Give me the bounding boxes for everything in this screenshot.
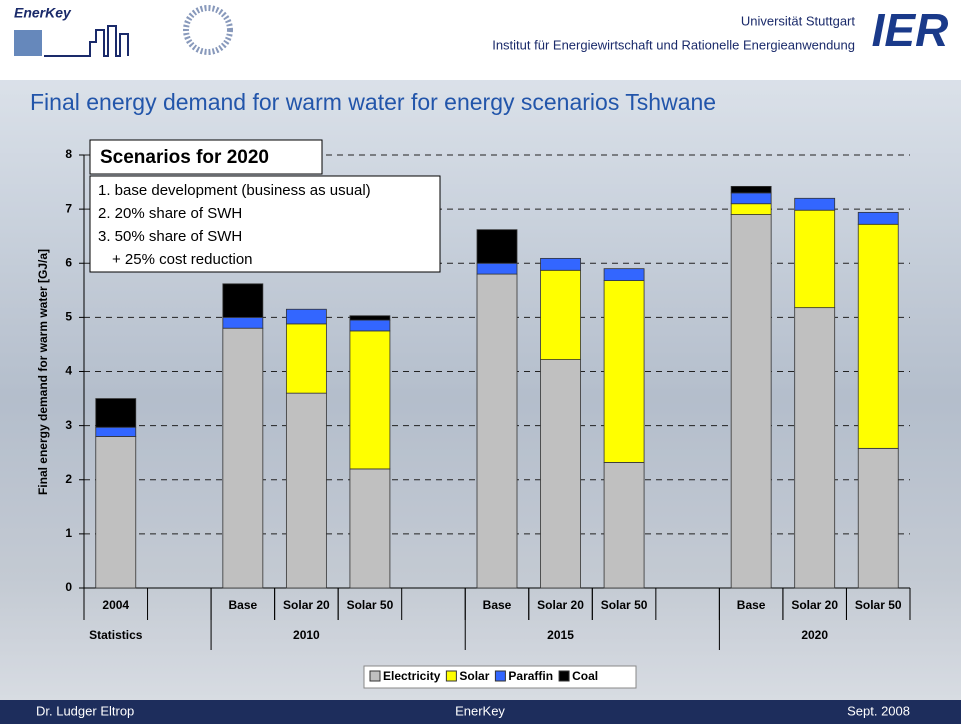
y-tick-label: 5	[65, 310, 72, 324]
bar-segment	[540, 359, 581, 589]
y-tick-label: 4	[65, 364, 72, 378]
logo-dots	[183, 5, 233, 55]
x-tick-label: Solar 50	[601, 598, 648, 612]
footer-right: Sept. 2008	[847, 703, 910, 718]
bar-segment	[476, 229, 518, 264]
bar-segment	[730, 185, 772, 194]
legend-label: Electricity	[383, 669, 441, 683]
bar-segment	[285, 392, 327, 589]
footer-band	[0, 700, 961, 724]
group-label: Statistics	[89, 628, 143, 642]
legend-label: Solar	[459, 669, 489, 683]
bar-segment	[285, 308, 327, 325]
bar-segment	[730, 192, 772, 205]
x-tick-label: 2004	[102, 598, 129, 612]
bar-segment	[222, 283, 264, 318]
bar-segment	[857, 447, 899, 589]
bar-segment	[603, 280, 645, 463]
annotation-box	[89, 175, 441, 273]
annotation-line: 3. 50% share of SWH	[98, 228, 242, 245]
logo-icon	[14, 30, 42, 56]
bar-segment	[857, 211, 899, 225]
legend-label: Coal	[572, 669, 598, 683]
y-tick-label: 2	[65, 472, 72, 486]
x-tick-label: Base	[737, 598, 766, 612]
bar-segment	[222, 316, 264, 329]
logo-text: EnerKey	[14, 5, 72, 21]
footer-center: EnerKey	[455, 703, 505, 718]
bar-segment	[603, 462, 645, 589]
x-tick-label: Solar 20	[791, 598, 838, 612]
bar-segment	[349, 315, 391, 321]
group-label: 2015	[547, 628, 574, 642]
bar-segment	[794, 209, 836, 309]
y-tick-label: 6	[65, 255, 72, 269]
y-tick-label: 3	[65, 418, 72, 432]
y-tick-label: 7	[65, 201, 72, 215]
x-tick-label: Solar 50	[347, 598, 394, 612]
annotation-title: Scenarios for 2020	[100, 147, 269, 168]
bar-segment	[476, 273, 518, 589]
legend-label: Paraffin	[508, 669, 553, 683]
bar-segment	[95, 398, 137, 428]
header-band	[0, 0, 961, 80]
legend-swatch	[494, 670, 506, 682]
y-tick-label: 8	[65, 147, 72, 161]
bar-segment	[603, 268, 645, 281]
y-axis-label: Final energy demand for warm water [GJ/a…	[36, 249, 50, 495]
logo-graphic	[44, 25, 129, 57]
bar-segment	[222, 327, 264, 589]
bar-segment	[540, 269, 581, 360]
bar-segment	[349, 319, 391, 332]
bar-segment	[95, 436, 137, 589]
annotation-line: 1. base development (business as usual)	[98, 182, 371, 199]
annotation-title-box	[89, 139, 323, 175]
bar-segment	[476, 262, 518, 275]
ier-logo: IER	[872, 4, 949, 56]
slide-title: Final energy demand for warm water for e…	[30, 89, 716, 115]
bar-segment	[95, 426, 137, 437]
university: Universität Stuttgart	[741, 13, 856, 28]
legend-swatch	[558, 670, 570, 682]
bar-segment	[349, 330, 391, 470]
x-tick-label: Solar 20	[537, 598, 584, 612]
footer-left: Dr. Ludger Eltrop	[36, 703, 134, 718]
y-tick-label: 1	[65, 526, 72, 540]
x-tick-label: Solar 20	[283, 598, 330, 612]
x-tick-label: Solar 50	[855, 598, 902, 612]
bar-segment	[794, 307, 836, 589]
x-tick-label: Base	[483, 598, 512, 612]
group-label: 2010	[293, 628, 320, 642]
annotation-line: + 25% cost reduction	[112, 251, 253, 268]
legend-swatch	[445, 670, 457, 682]
bar-segment	[730, 214, 772, 589]
group-label: 2020	[801, 628, 828, 642]
institute: Institut für Energiewirtschaft und Ratio…	[492, 37, 855, 52]
bar-segment	[285, 323, 327, 394]
bar-segment	[857, 223, 899, 449]
bar-segment	[540, 257, 581, 271]
bar-segment	[730, 203, 772, 215]
y-tick-label: 0	[65, 580, 72, 594]
legend-swatch	[369, 670, 381, 682]
bar-segment	[349, 468, 391, 589]
x-tick-label: Base	[229, 598, 258, 612]
annotation-line: 2. 20% share of SWH	[98, 205, 242, 222]
bar-segment	[794, 197, 836, 211]
